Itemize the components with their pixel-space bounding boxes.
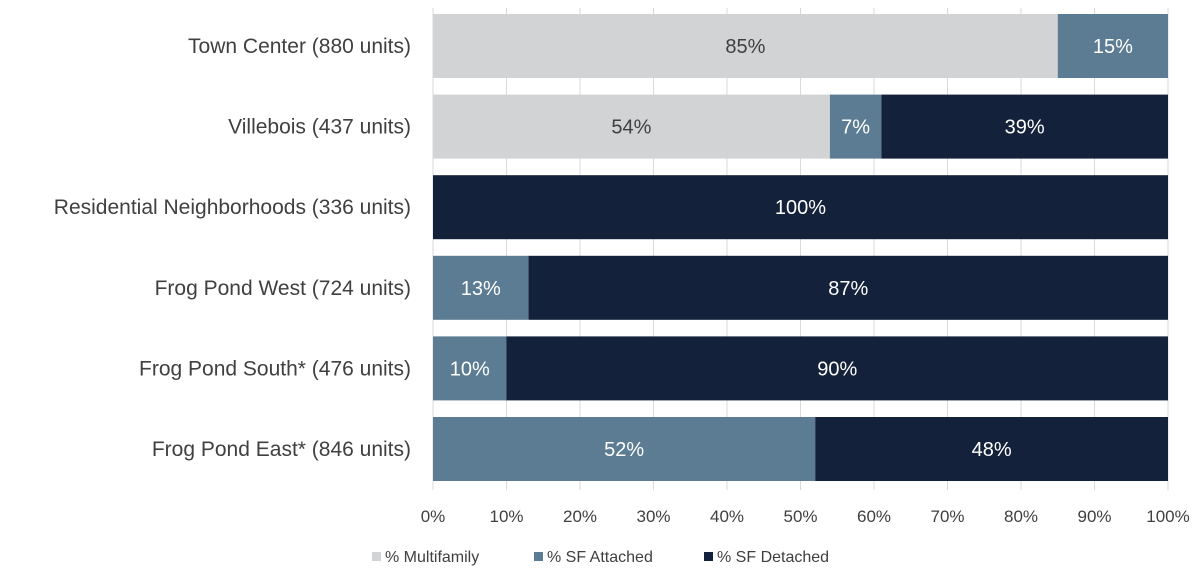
- data-label: 52%: [604, 439, 644, 461]
- legend-label: % Multifamily: [385, 549, 479, 566]
- bar-segment: [506, 336, 1168, 401]
- bars: 85% 15% 54% 7% 39% 100% 13% 87% 10% 90% 52% 48%: [433, 14, 1168, 481]
- legend: % Multifamily % SF Attached % SF Detached: [372, 549, 829, 566]
- x-tick-label: 80%: [1004, 507, 1038, 526]
- bar-segment: [528, 255, 1168, 320]
- data-label: 85%: [725, 36, 765, 58]
- bar-segment: [881, 94, 1168, 159]
- legend-label: % SF Attached: [547, 549, 653, 566]
- category-label: Frog Pond South* (476 units): [139, 357, 411, 380]
- x-axis-tick-labels: 0% 10% 20% 30% 40% 50% 60% 70% 80% 90% 100%: [421, 507, 1190, 526]
- bar-segment: [433, 175, 1168, 240]
- x-tick-label: 50%: [783, 507, 817, 526]
- bar-segment: [433, 14, 1058, 78]
- category-label: Frog Pond West (724 units): [155, 277, 411, 300]
- x-tick-label: 30%: [636, 507, 670, 526]
- x-tick-label: 10%: [489, 507, 523, 526]
- category-labels: Town Center (880 units) Villebois (437 un…: [54, 35, 411, 461]
- x-tick-label: 20%: [563, 507, 597, 526]
- data-label: 39%: [1005, 117, 1045, 139]
- data-label: 54%: [611, 117, 651, 139]
- x-tick-label: 70%: [930, 507, 964, 526]
- category-label: Residential Neighborhoods (336 units): [54, 196, 411, 219]
- bar-segment: [815, 417, 1168, 481]
- category-label: Town Center (880 units): [188, 35, 411, 58]
- category-label: Villebois (437 units): [228, 116, 411, 139]
- bar-segment: [829, 94, 882, 159]
- bar-segment: [433, 417, 816, 481]
- bar-segment: [433, 336, 507, 401]
- x-tick-label: 0%: [421, 507, 446, 526]
- data-label: 10%: [450, 358, 490, 380]
- data-label: 87%: [828, 278, 868, 300]
- data-label: 90%: [817, 358, 857, 380]
- x-tick-label: 40%: [710, 507, 744, 526]
- x-tick-label: 90%: [1077, 507, 1111, 526]
- legend-swatch: [704, 552, 713, 561]
- bar-segment: [433, 255, 529, 320]
- data-label: 48%: [972, 439, 1012, 461]
- data-label: 100%: [775, 197, 826, 219]
- bar-segment: [1057, 14, 1168, 78]
- legend-swatch: [372, 552, 381, 561]
- data-label: 13%: [461, 278, 501, 300]
- bar-segment: [433, 94, 830, 159]
- data-label: 7%: [841, 117, 870, 139]
- gridlines: [432, 8, 1169, 490]
- legend-label: % SF Detached: [717, 549, 829, 566]
- category-label: Frog Pond East* (846 units): [152, 438, 411, 461]
- x-tick-label: 100%: [1146, 507, 1189, 526]
- legend-swatch: [534, 552, 543, 561]
- x-tick-label: 60%: [857, 507, 891, 526]
- data-label: 15%: [1093, 36, 1133, 58]
